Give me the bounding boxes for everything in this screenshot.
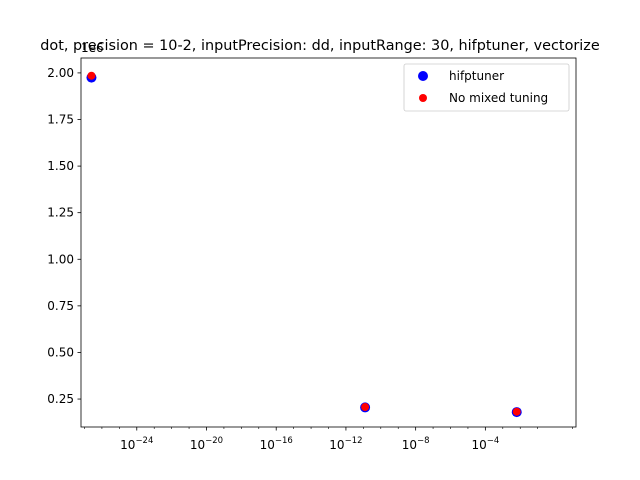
y-tick-label: 0.50 (47, 345, 74, 359)
y-tick-label: 1.00 (47, 252, 74, 266)
plot-area: 10−24 10−20 10−16 10−12 10−8 10−4 0.25 0.50 0.75… (47, 57, 577, 452)
x-tick-label: 10−20 (190, 436, 223, 452)
x-tick-label: 10−4 (471, 436, 499, 452)
y-tick-label: 1.50 (47, 159, 74, 173)
x-tick-label: 10−12 (329, 436, 362, 452)
y-tick-label: 1.25 (47, 206, 74, 220)
legend-marker (419, 94, 427, 102)
data-point (361, 403, 370, 412)
legend-label: hifptuner (449, 69, 504, 83)
y-tick-label: 0.75 (47, 299, 74, 313)
x-tick-label: 10−16 (260, 436, 293, 452)
x-tick-label: 10−24 (120, 436, 153, 452)
legend-box (403, 63, 570, 112)
legend-marker (418, 71, 428, 81)
y-tick-label: 1.75 (47, 113, 74, 127)
plot-frame (80, 57, 577, 428)
y-tick-label: 2.00 (47, 66, 74, 80)
y-tick-label: 0.25 (47, 392, 74, 406)
legend-label: No mixed tuning (449, 91, 548, 105)
y-axis-offset-label: 1e6 (81, 41, 104, 55)
data-point (512, 407, 521, 416)
data-point (87, 71, 96, 80)
chart-title: dot, precision = 10-2, inputPrecision: d… (40, 38, 600, 54)
x-tick-label: 10−8 (402, 436, 430, 452)
